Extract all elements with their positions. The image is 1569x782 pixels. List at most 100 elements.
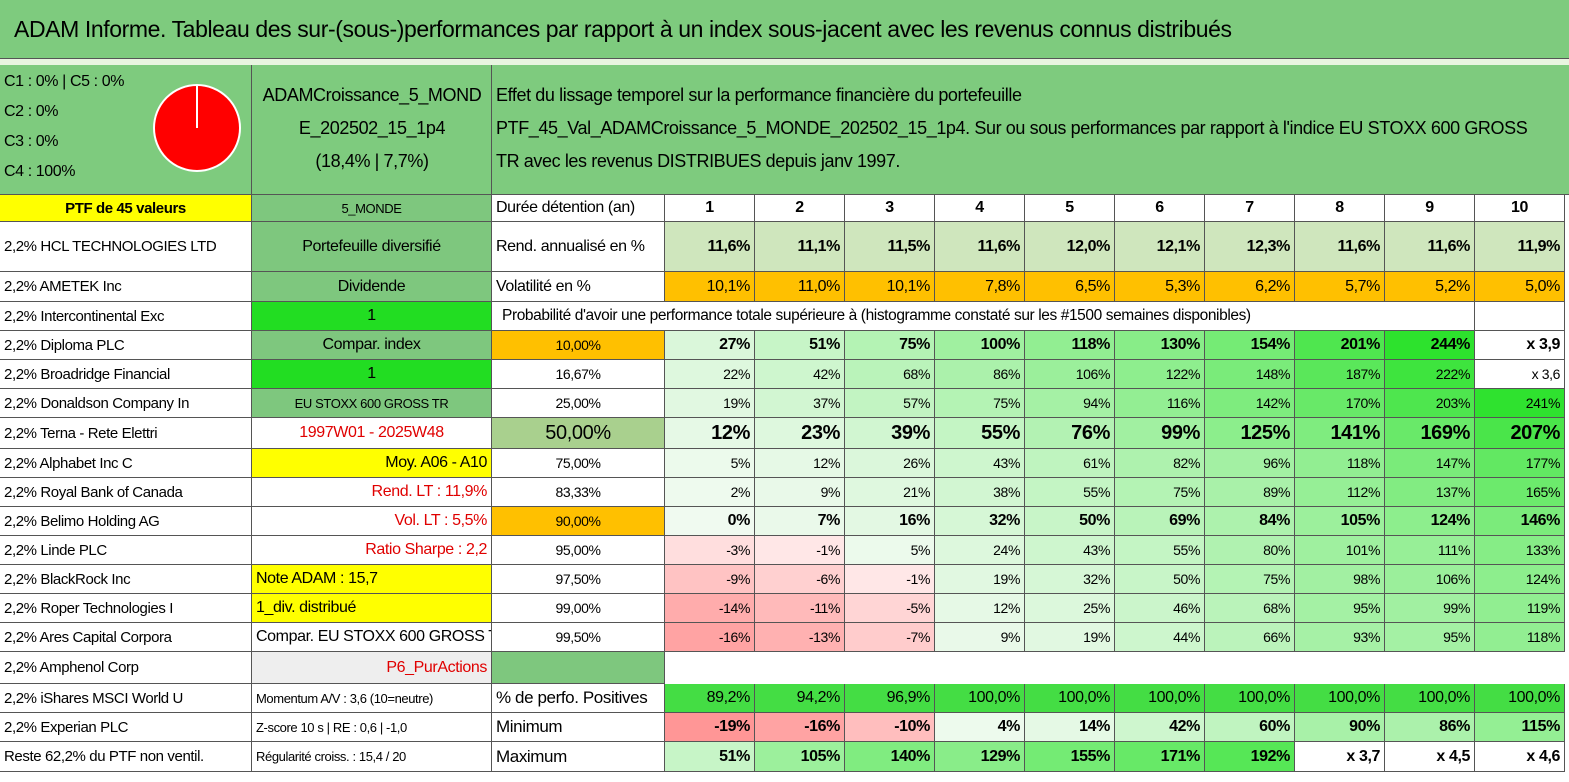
probability-level: 50,00% xyxy=(492,418,665,449)
value-cell: 96,9% xyxy=(845,684,935,713)
value-cell: 94% xyxy=(1025,389,1115,418)
value-cell: -1% xyxy=(755,536,845,565)
allocation-box: C1 : 0% | C5 : 0% C2 : 0% C3 : 0% C4 : 100% xyxy=(0,65,252,195)
summary-label: Minimum xyxy=(492,713,665,742)
holding-cell: 2,2% Linde PLC xyxy=(0,536,252,565)
horizon-cell: 5 xyxy=(1025,195,1115,222)
value-cell: 7,8% xyxy=(935,272,1025,302)
value-cell: 75% xyxy=(845,331,935,360)
value-cell: 100,0% xyxy=(1115,684,1205,713)
value-cell: 42% xyxy=(1115,713,1205,742)
value-cell: 66% xyxy=(1205,623,1295,652)
probability-level: 95,00% xyxy=(492,536,665,565)
value-cell: -19% xyxy=(665,713,755,742)
value-cell: 38% xyxy=(935,478,1025,507)
allocation-line: C4 : 100% xyxy=(4,163,76,180)
value-cell: -6% xyxy=(755,565,845,594)
description-line: Effet du lissage temporel sur la perform… xyxy=(496,85,1022,105)
value-cell: 115% xyxy=(1475,713,1565,742)
value-cell: 147% xyxy=(1385,449,1475,478)
value-cell: 116% xyxy=(1115,389,1205,418)
value-cell: 244% xyxy=(1385,331,1475,360)
value-cell: 25% xyxy=(1025,594,1115,623)
horizon-cell: 10 xyxy=(1475,195,1565,222)
value-cell: 9% xyxy=(755,478,845,507)
holding-cell: 2,2% Alphabet Inc C xyxy=(0,449,252,478)
value-cell: 44% xyxy=(1115,623,1205,652)
value-cell: 201% xyxy=(1295,331,1385,360)
holding-cell: 2,2% Broadridge Financial xyxy=(0,360,252,389)
value-cell: 23% xyxy=(755,418,845,449)
value-cell: 11,6% xyxy=(665,222,755,272)
value-cell: 99% xyxy=(1385,594,1475,623)
value-cell: 129% xyxy=(935,742,1025,772)
value-cell: 89% xyxy=(1205,478,1295,507)
description-box: Effet du lissage temporel sur la perform… xyxy=(492,65,1569,195)
holding-cell: 2,2% AMETEK Inc xyxy=(0,272,252,302)
value-cell: 112% xyxy=(1295,478,1385,507)
horizon-cell: 7 xyxy=(1205,195,1295,222)
description-line: TR avec les revenus DISTRIBUES depuis ja… xyxy=(496,151,900,171)
setting-cell: Portefeuille diversifié xyxy=(252,222,492,272)
value-cell: 105% xyxy=(1295,507,1385,536)
allocation-line: C3 : 0% xyxy=(4,133,59,150)
value-cell: 99% xyxy=(1115,418,1205,449)
horizon-cell: 4 xyxy=(935,195,1025,222)
value-cell: 222% xyxy=(1385,360,1475,389)
horizon-cell: 3 xyxy=(845,195,935,222)
value-cell: x 4,5 xyxy=(1385,742,1475,772)
value-cell: 5,7% xyxy=(1295,272,1385,302)
value-cell: 100% xyxy=(935,331,1025,360)
value-cell: 14% xyxy=(1025,713,1115,742)
setting-cell: Momentum A/V : 3,6 (10=neutre) xyxy=(252,684,492,713)
title-bar: ADAM Informe. Tableau des sur-(sous-)per… xyxy=(0,0,1569,59)
setting-cell: Rend. LT : 11,9% xyxy=(252,478,492,507)
value-cell: 241% xyxy=(1475,389,1565,418)
value-cell: 10,1% xyxy=(845,272,935,302)
allocation-line: C1 : 0% | C5 : 0% xyxy=(4,73,125,90)
value-cell: 154% xyxy=(1205,331,1295,360)
value-cell: 5,3% xyxy=(1115,272,1205,302)
value-cell: x 3,6 xyxy=(1475,360,1565,389)
value-cell: 122% xyxy=(1115,360,1205,389)
value-cell: 75% xyxy=(1115,478,1205,507)
summary-label: Maximum xyxy=(492,742,665,772)
holding-cell: 2,2% Terna - Rete Elettri xyxy=(0,418,252,449)
value-cell: 26% xyxy=(845,449,935,478)
portfolio-line: E_202502_15_1p4 xyxy=(298,118,446,138)
holding-cell: 2,2% Diploma PLC xyxy=(0,331,252,360)
empty-cell xyxy=(492,652,665,684)
holding-cell: 2,2% Experian PLC xyxy=(0,713,252,742)
value-cell: -14% xyxy=(665,594,755,623)
value-cell: 5,0% xyxy=(1475,272,1565,302)
value-cell: 12,3% xyxy=(1205,222,1295,272)
value-cell: 11,5% xyxy=(845,222,935,272)
value-cell: -1% xyxy=(845,565,935,594)
probability-level: 99,50% xyxy=(492,623,665,652)
value-cell: 124% xyxy=(1385,507,1475,536)
value-cell: 6,5% xyxy=(1025,272,1115,302)
holding-cell: 2,2% Ares Capital Corpora xyxy=(0,623,252,652)
horizon-cell: 1 xyxy=(665,195,755,222)
value-cell: 10,1% xyxy=(665,272,755,302)
value-cell: -7% xyxy=(845,623,935,652)
value-cell: 7% xyxy=(755,507,845,536)
value-cell: 39% xyxy=(845,418,935,449)
value-cell: 46% xyxy=(1115,594,1205,623)
value-cell: 19% xyxy=(665,389,755,418)
holding-cell: 2,2% Amphenol Corp xyxy=(0,652,252,684)
value-cell: 192% xyxy=(1205,742,1295,772)
holding-cell: 2,2% iShares MSCI World U xyxy=(0,684,252,713)
value-cell: 4% xyxy=(935,713,1025,742)
value-cell: 137% xyxy=(1385,478,1475,507)
holding-cell: Reste 62,2% du PTF non ventil. xyxy=(0,742,252,772)
value-cell: 171% xyxy=(1115,742,1205,772)
holding-cell: 2,2% HCL TECHNOLOGIES LTD xyxy=(0,222,252,272)
value-cell: 37% xyxy=(755,389,845,418)
probability-level: 90,00% xyxy=(492,507,665,536)
value-cell: 89,2% xyxy=(665,684,755,713)
value-cell: x 4,6 xyxy=(1475,742,1565,772)
holding-cell: 2,2% Royal Bank of Canada xyxy=(0,478,252,507)
pie xyxy=(153,84,241,172)
